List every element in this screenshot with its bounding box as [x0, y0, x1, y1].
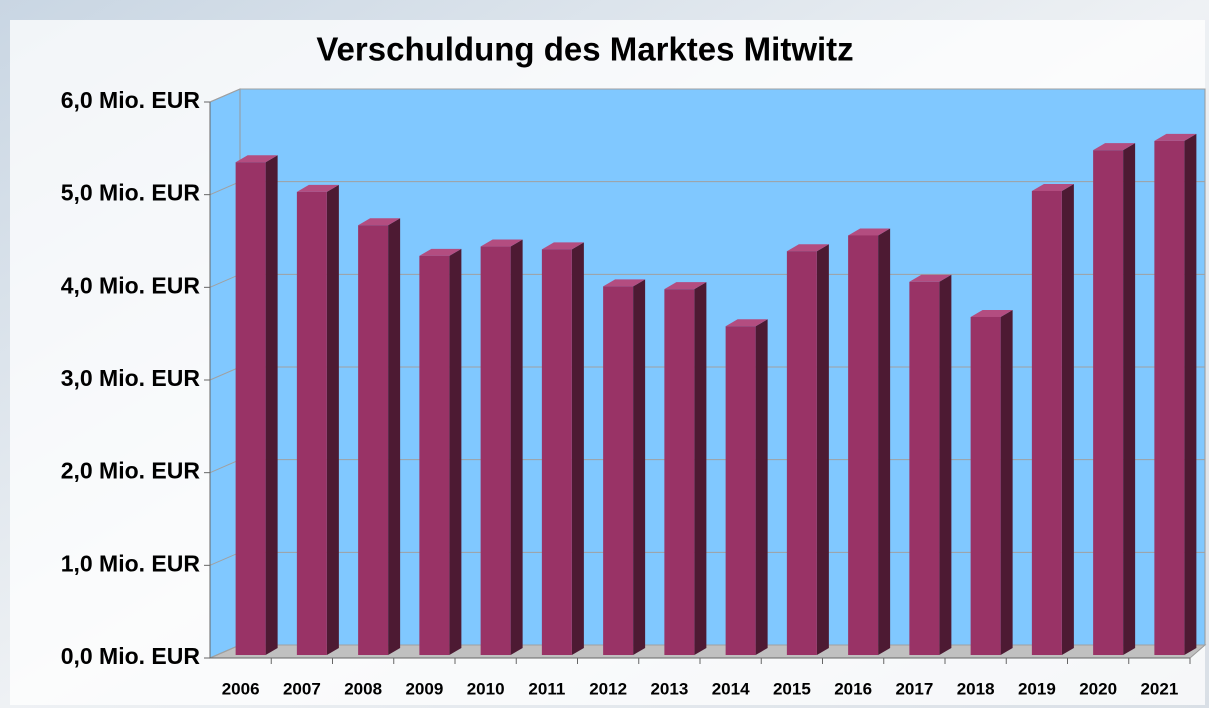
x-tick-label: 2012: [589, 679, 627, 698]
y-tick-label: 5,0 Mio. EUR: [61, 180, 201, 206]
chart: Verschuldung des Marktes Mitwitz 0,0 Mio…: [0, 0, 1209, 708]
bar: [297, 185, 339, 655]
bar-side: [817, 244, 829, 655]
bar-front: [787, 251, 817, 655]
bar-front: [726, 326, 756, 655]
bar-front: [358, 225, 388, 655]
bar-side: [388, 218, 400, 655]
x-tick-label: 2009: [405, 679, 443, 698]
bar-front: [297, 192, 327, 655]
bar: [603, 279, 645, 655]
bar-front: [542, 249, 572, 655]
bar-side: [327, 185, 339, 655]
y-tick-label: 2,0 Mio. EUR: [61, 458, 201, 484]
x-tick-label: 2008: [344, 679, 382, 698]
bar-front: [603, 286, 633, 655]
bar: [358, 218, 400, 655]
bar-side: [1123, 143, 1135, 655]
bar-side: [1001, 310, 1013, 655]
bar-front: [236, 162, 266, 655]
x-tick-label: 2017: [895, 679, 933, 698]
bar: [1154, 134, 1196, 655]
x-tick-label: 2006: [222, 679, 260, 698]
x-tick-label: 2020: [1079, 679, 1117, 698]
bar: [787, 244, 829, 655]
bar: [1032, 184, 1074, 655]
bar-front: [1154, 141, 1184, 655]
y-tick-label: 6,0 Mio. EUR: [61, 87, 201, 113]
bar: [542, 242, 584, 655]
bar-front: [1093, 150, 1123, 655]
bar-side: [633, 279, 645, 655]
bar-front: [481, 247, 511, 655]
bar-side: [1062, 184, 1074, 655]
bar-side: [756, 319, 768, 655]
bar-side: [939, 275, 951, 655]
bar: [1093, 143, 1135, 655]
bar-front: [848, 235, 878, 655]
x-tick-label: 2019: [1018, 679, 1056, 698]
page: Verschuldung des Marktes Mitwitz 0,0 Mio…: [0, 0, 1209, 708]
bar: [419, 249, 461, 655]
bar: [909, 275, 951, 655]
bar: [664, 282, 706, 655]
y-tick-label: 4,0 Mio. EUR: [61, 272, 201, 298]
x-tick-label: 2015: [773, 679, 811, 698]
y-tick-label: 0,0 Mio. EUR: [61, 643, 201, 669]
bar-side: [878, 228, 890, 655]
x-tick-label: 2010: [467, 679, 505, 698]
bar-side: [511, 240, 523, 655]
x-tick-label: 2016: [834, 679, 872, 698]
bar-front: [909, 282, 939, 655]
bar: [481, 240, 523, 655]
x-tick-label: 2011: [528, 679, 565, 698]
x-tick-label: 2021: [1140, 679, 1178, 698]
bar: [971, 310, 1013, 655]
y-tick-label: 3,0 Mio. EUR: [61, 365, 201, 391]
bar-side: [449, 249, 461, 655]
bar: [236, 155, 278, 655]
bar-side: [266, 155, 278, 655]
bar-front: [419, 256, 449, 655]
bar: [848, 228, 890, 655]
x-tick-label: 2014: [712, 679, 750, 698]
x-tick-label: 2018: [957, 679, 995, 698]
y-tick-label: 1,0 Mio. EUR: [61, 550, 201, 576]
chart-title: Verschuldung des Marktes Mitwitz: [316, 31, 853, 68]
bar-side: [694, 282, 706, 655]
bar-side: [572, 242, 584, 655]
bar-side: [1184, 134, 1196, 655]
bar-front: [1032, 191, 1062, 655]
bar-front: [971, 317, 1001, 655]
x-tick-label: 2007: [283, 679, 321, 698]
x-tick-label: 2013: [650, 679, 688, 698]
bar-front: [664, 289, 694, 655]
bar: [726, 319, 768, 655]
